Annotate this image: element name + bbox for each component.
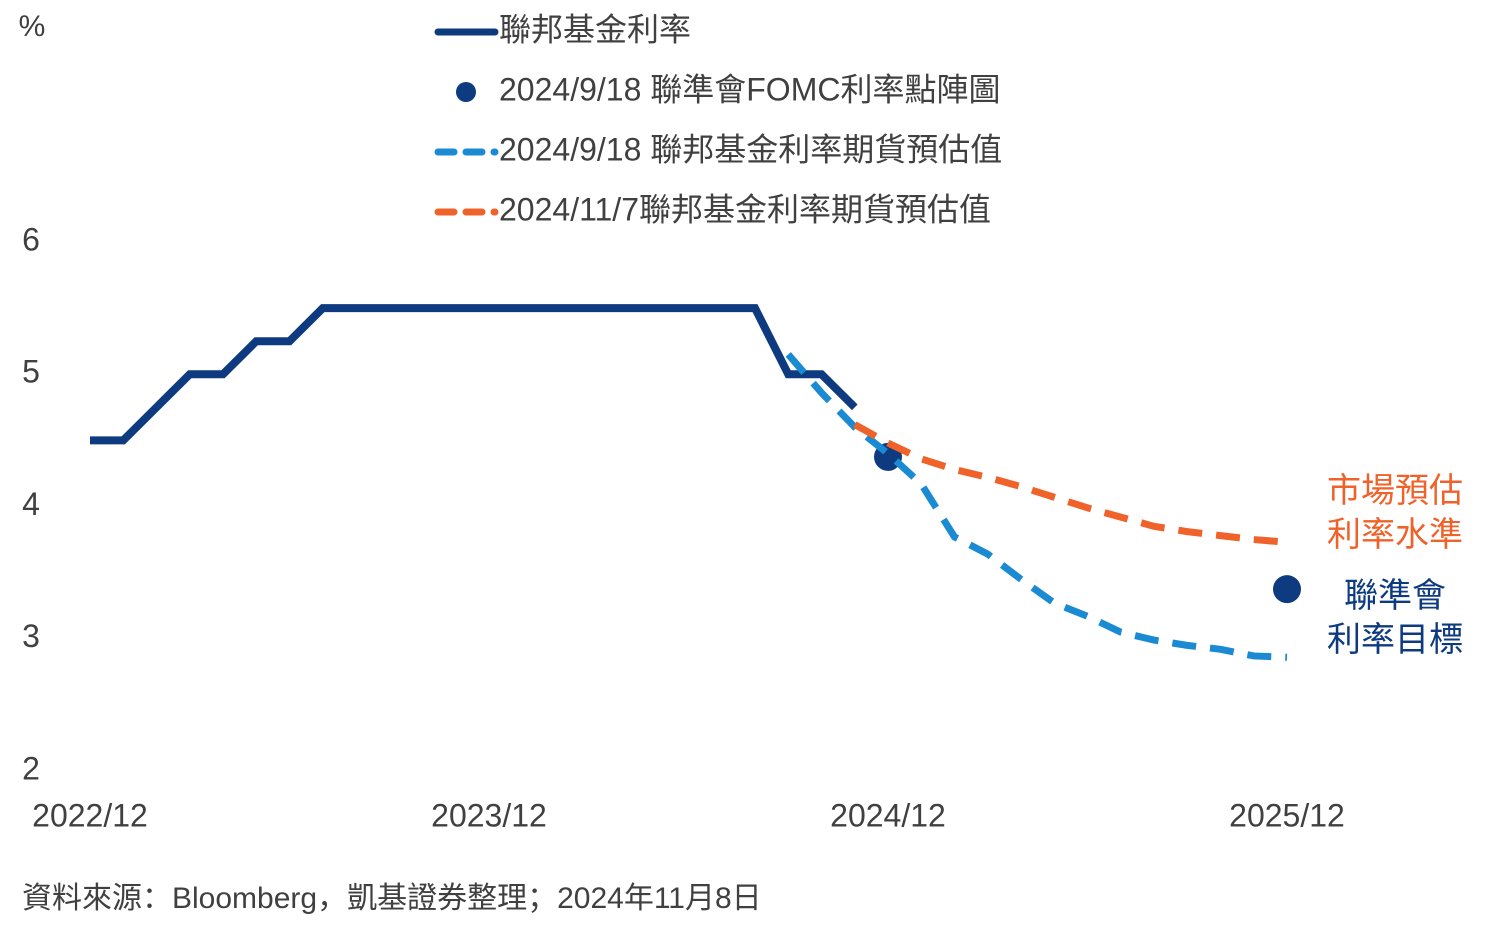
- legend-label: 2024/9/18 聯準會FOMC利率點陣圖: [499, 71, 1000, 107]
- y-axis-label: %: [19, 10, 46, 43]
- forecast-line: [853, 421, 1288, 546]
- annotation: 利率水準: [1327, 516, 1463, 554]
- legend-label: 2024/9/18 聯邦基金利率期貨預估值: [499, 131, 1002, 167]
- y-tick-label: 6: [22, 221, 40, 257]
- legend-label: 2024/11/7聯邦基金利率期貨預估值: [499, 191, 991, 227]
- annotation: 聯準會: [1344, 577, 1446, 615]
- legend-marker: [456, 82, 476, 102]
- x-tick-label: 2024/12: [830, 797, 946, 833]
- annotation: 利率目標: [1327, 621, 1463, 659]
- annotation: 市場預估: [1327, 472, 1463, 510]
- y-tick-label: 4: [22, 486, 40, 522]
- dot-marker: [1273, 575, 1301, 604]
- rate-line: [90, 304, 858, 445]
- forecast-line: [785, 352, 1288, 661]
- y-tick-label: 5: [22, 354, 40, 390]
- x-tick-label: 2023/12: [431, 797, 547, 833]
- legend-label: 聯邦基金利率: [499, 11, 691, 47]
- y-tick-label: 2: [22, 750, 40, 786]
- y-tick-label: 3: [22, 618, 40, 654]
- source-note: 資料來源：Bloomberg，凱基證券整理；2024年11月8日: [22, 882, 762, 915]
- x-tick-label: 2022/12: [32, 797, 148, 833]
- x-tick-label: 2025/12: [1229, 797, 1345, 833]
